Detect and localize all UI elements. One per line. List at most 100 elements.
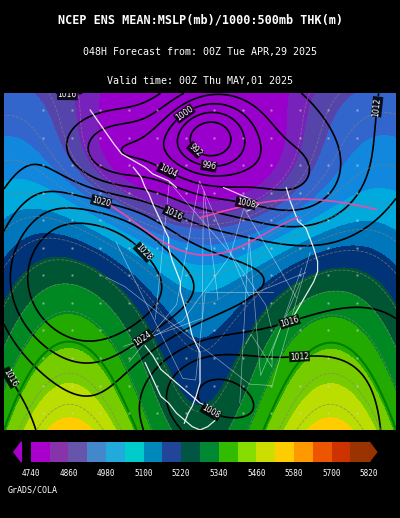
Point bbox=[68, 106, 75, 114]
Point bbox=[325, 161, 332, 169]
Text: 4980: 4980 bbox=[97, 469, 115, 478]
Point bbox=[97, 409, 104, 418]
Text: 1012: 1012 bbox=[290, 352, 309, 362]
Text: 5580: 5580 bbox=[285, 469, 303, 478]
Bar bbox=[256, 442, 275, 462]
Point bbox=[296, 271, 303, 280]
Text: 1004: 1004 bbox=[157, 163, 178, 179]
Text: 1000: 1000 bbox=[174, 104, 195, 123]
Point bbox=[154, 161, 160, 169]
Point bbox=[240, 189, 246, 197]
Bar bbox=[238, 442, 256, 462]
Point bbox=[211, 354, 218, 362]
Point bbox=[97, 326, 104, 335]
Point bbox=[240, 409, 246, 418]
Point bbox=[296, 409, 303, 418]
Point bbox=[182, 189, 189, 197]
Point bbox=[325, 216, 332, 224]
Point bbox=[97, 161, 104, 169]
Bar bbox=[162, 442, 181, 462]
Bar bbox=[68, 442, 87, 462]
Bar bbox=[106, 442, 125, 462]
Point bbox=[126, 271, 132, 280]
Point bbox=[68, 326, 75, 335]
Text: 5100: 5100 bbox=[134, 469, 153, 478]
Point bbox=[354, 189, 360, 197]
Point bbox=[97, 381, 104, 390]
Point bbox=[211, 409, 218, 418]
Point bbox=[268, 354, 274, 362]
Point bbox=[240, 271, 246, 280]
Point bbox=[296, 189, 303, 197]
Bar bbox=[219, 442, 238, 462]
Bar bbox=[144, 442, 162, 462]
Point bbox=[354, 161, 360, 169]
Point bbox=[296, 354, 303, 362]
Point bbox=[211, 326, 218, 335]
Text: 996: 996 bbox=[201, 161, 217, 172]
Point bbox=[325, 243, 332, 252]
Bar bbox=[332, 442, 350, 462]
Point bbox=[211, 216, 218, 224]
Point bbox=[154, 299, 160, 307]
Point bbox=[182, 354, 189, 362]
Point bbox=[154, 409, 160, 418]
Point bbox=[211, 134, 218, 142]
Text: Valid time: 00Z Thu MAY,01 2025: Valid time: 00Z Thu MAY,01 2025 bbox=[107, 77, 293, 87]
Point bbox=[325, 106, 332, 114]
Point bbox=[211, 106, 218, 114]
Point bbox=[126, 381, 132, 390]
Point bbox=[126, 134, 132, 142]
Point bbox=[268, 161, 274, 169]
Point bbox=[182, 161, 189, 169]
Point bbox=[40, 354, 46, 362]
Point bbox=[268, 216, 274, 224]
Point bbox=[354, 134, 360, 142]
Point bbox=[126, 299, 132, 307]
Text: 1008: 1008 bbox=[200, 404, 222, 421]
Point bbox=[68, 271, 75, 280]
Point bbox=[268, 134, 274, 142]
Point bbox=[325, 409, 332, 418]
Point bbox=[154, 271, 160, 280]
Text: 1016: 1016 bbox=[163, 205, 184, 222]
Point bbox=[268, 189, 274, 197]
Text: 4740: 4740 bbox=[22, 469, 40, 478]
Point bbox=[182, 216, 189, 224]
Point bbox=[68, 216, 75, 224]
Text: 048H Forecast from: 00Z Tue APR,29 2025: 048H Forecast from: 00Z Tue APR,29 2025 bbox=[83, 47, 317, 56]
Point bbox=[182, 381, 189, 390]
Text: 5220: 5220 bbox=[172, 469, 190, 478]
Point bbox=[240, 243, 246, 252]
Point bbox=[354, 299, 360, 307]
Point bbox=[182, 243, 189, 252]
Point bbox=[211, 243, 218, 252]
Bar bbox=[31, 442, 50, 462]
Point bbox=[296, 106, 303, 114]
Point bbox=[211, 189, 218, 197]
Point bbox=[126, 161, 132, 169]
Point bbox=[182, 106, 189, 114]
Point bbox=[354, 271, 360, 280]
Point bbox=[126, 354, 132, 362]
Point bbox=[296, 381, 303, 390]
Point bbox=[40, 161, 46, 169]
Point bbox=[268, 106, 274, 114]
Point bbox=[296, 243, 303, 252]
Point bbox=[126, 409, 132, 418]
Point bbox=[325, 271, 332, 280]
Bar bbox=[275, 442, 294, 462]
Point bbox=[40, 134, 46, 142]
FancyArrow shape bbox=[14, 442, 22, 462]
Point bbox=[126, 106, 132, 114]
Point bbox=[68, 189, 75, 197]
Point bbox=[325, 354, 332, 362]
Text: 1012: 1012 bbox=[372, 97, 383, 117]
Point bbox=[97, 189, 104, 197]
Point bbox=[325, 299, 332, 307]
Point bbox=[296, 326, 303, 335]
Point bbox=[68, 161, 75, 169]
Point bbox=[268, 326, 274, 335]
Point bbox=[126, 326, 132, 335]
Point bbox=[182, 271, 189, 280]
